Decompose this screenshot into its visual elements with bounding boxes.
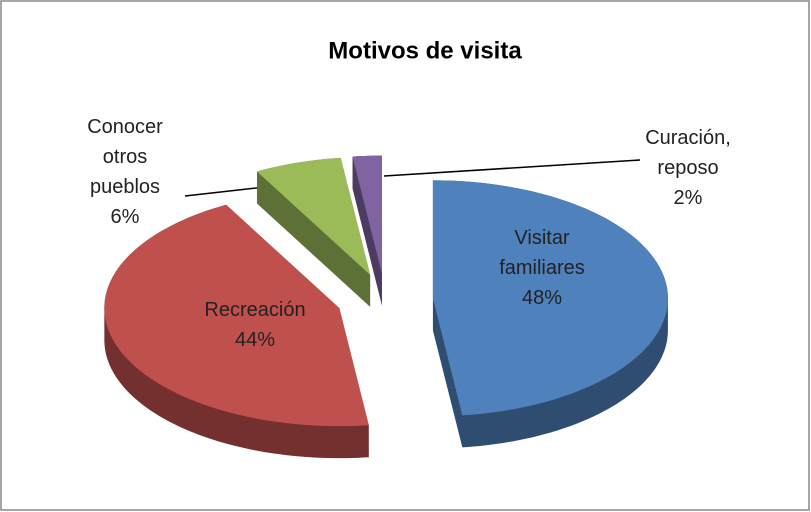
value-label: 6% xyxy=(110,206,140,228)
data-label: Visitar familiares 48% xyxy=(477,223,607,313)
category-label: Visitar familiares xyxy=(499,227,585,279)
value-label: 2% xyxy=(673,187,703,209)
leader-line xyxy=(383,159,641,177)
data-label: Curación, reposo 2% xyxy=(633,123,743,213)
data-label: Conocer otros pueblos 6% xyxy=(70,112,180,232)
slice xyxy=(104,204,369,427)
data-label: Recreación 44% xyxy=(190,295,320,355)
category-label: Conocer otros pueblos xyxy=(87,116,163,198)
value-label: 48% xyxy=(521,287,563,309)
category-label: Curación, reposo xyxy=(645,127,731,179)
slice xyxy=(256,157,371,275)
category-label: Recreación xyxy=(204,299,306,321)
slice xyxy=(432,180,668,416)
chart-title: Motivos de visita xyxy=(328,37,522,64)
slice xyxy=(352,155,382,274)
slices xyxy=(104,155,668,459)
value-label: 44% xyxy=(234,329,276,351)
